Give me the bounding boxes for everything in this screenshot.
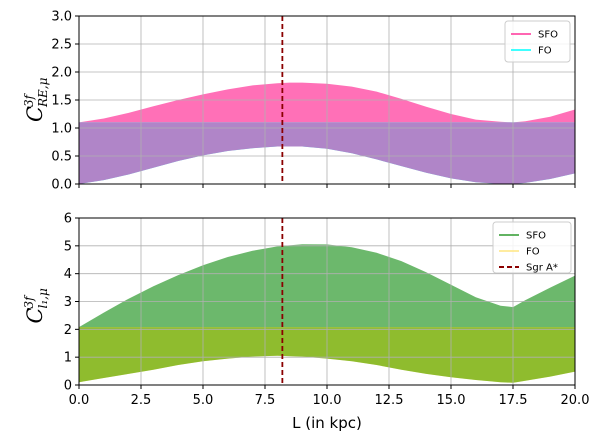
top-ytick-label-6: 3.0 <box>51 10 72 25</box>
bottom-chart-panel: 0 1 2 3 4 5 6 0.0 2.5 5.0 7.5 10.0 12.5 15.0 17.5 20.0… <box>22 212 589 433</box>
top-legend-label-1: FO <box>538 46 552 57</box>
top-ytick-label-1: 0.5 <box>51 150 72 165</box>
bot-xtick-label-3: 7.5 <box>255 393 276 408</box>
bot-xtick-label-8: 20.0 <box>561 393 590 408</box>
top-x-ticks <box>78 184 576 188</box>
top-ytick-label-4: 2.0 <box>51 66 72 81</box>
top-ylabel-sub: RE,μ <box>36 77 50 108</box>
top-ytick-label-2: 1.0 <box>51 122 72 137</box>
x-axis-label: L (in kpc) <box>292 414 362 432</box>
bot-ytick-label-5: 5 <box>64 239 72 254</box>
bot-xtick-label-2: 5.0 <box>193 393 214 408</box>
top-ytick-label-3: 1.5 <box>51 94 72 109</box>
bottom-x-ticks: 0.0 2.5 5.0 7.5 10.0 12.5 15.0 17.5 20.0 <box>69 385 590 408</box>
top-legend-label-0: SFO <box>538 30 558 41</box>
bot-ytick-label-3: 3 <box>64 295 72 310</box>
bottom-legend-label-2: Sgr A* <box>526 263 558 274</box>
bottom-legend-label-0: SFO <box>526 231 546 242</box>
bot-xtick-label-0: 0.0 <box>69 393 90 408</box>
top-y-axis-label: C 3f RE,μ <box>22 77 50 122</box>
bot-xtick-label-6: 15.0 <box>437 393 466 408</box>
top-chart-panel: 0.0 0.5 1.0 1.5 2.0 2.5 3.0 C 3f RE,μ SFO FO <box>22 10 576 193</box>
bot-xtick-label-1: 2.5 <box>131 393 152 408</box>
bot-ytick-label-6: 6 <box>64 212 72 227</box>
top-y-ticks: 0.0 0.5 1.0 1.5 2.0 2.5 3.0 <box>51 10 79 193</box>
bot-ytick-label-4: 4 <box>64 267 72 282</box>
top-legend-box <box>504 20 571 63</box>
top-ytick-label-0: 0.0 <box>51 178 72 193</box>
bottom-ylabel-sup: 3f <box>22 294 36 309</box>
top-ylabel-sup: 3f <box>22 92 36 107</box>
bottom-ylabel-base: C <box>23 307 47 323</box>
bot-xtick-label-5: 12.5 <box>375 393 404 408</box>
bottom-ylabel-sub: l₁,μ <box>36 288 50 308</box>
bot-ytick-label-2: 2 <box>64 323 72 338</box>
top-ylabel-base: C <box>23 106 47 122</box>
bottom-y-axis-label: C 3f l₁,μ <box>22 288 50 323</box>
bot-ytick-label-0: 0 <box>64 379 72 394</box>
top-ytick-label-5: 2.5 <box>51 38 72 53</box>
bottom-legend: SFO FO Sgr A* <box>492 221 572 274</box>
bot-xtick-label-4: 10.0 <box>313 393 342 408</box>
bot-ytick-label-1: 1 <box>64 351 72 366</box>
bot-xtick-label-7: 17.5 <box>499 393 528 408</box>
top-legend: SFO FO <box>504 20 571 63</box>
bottom-legend-label-1: FO <box>526 247 540 258</box>
bottom-y-ticks: 0 1 2 3 4 5 6 <box>64 212 79 394</box>
